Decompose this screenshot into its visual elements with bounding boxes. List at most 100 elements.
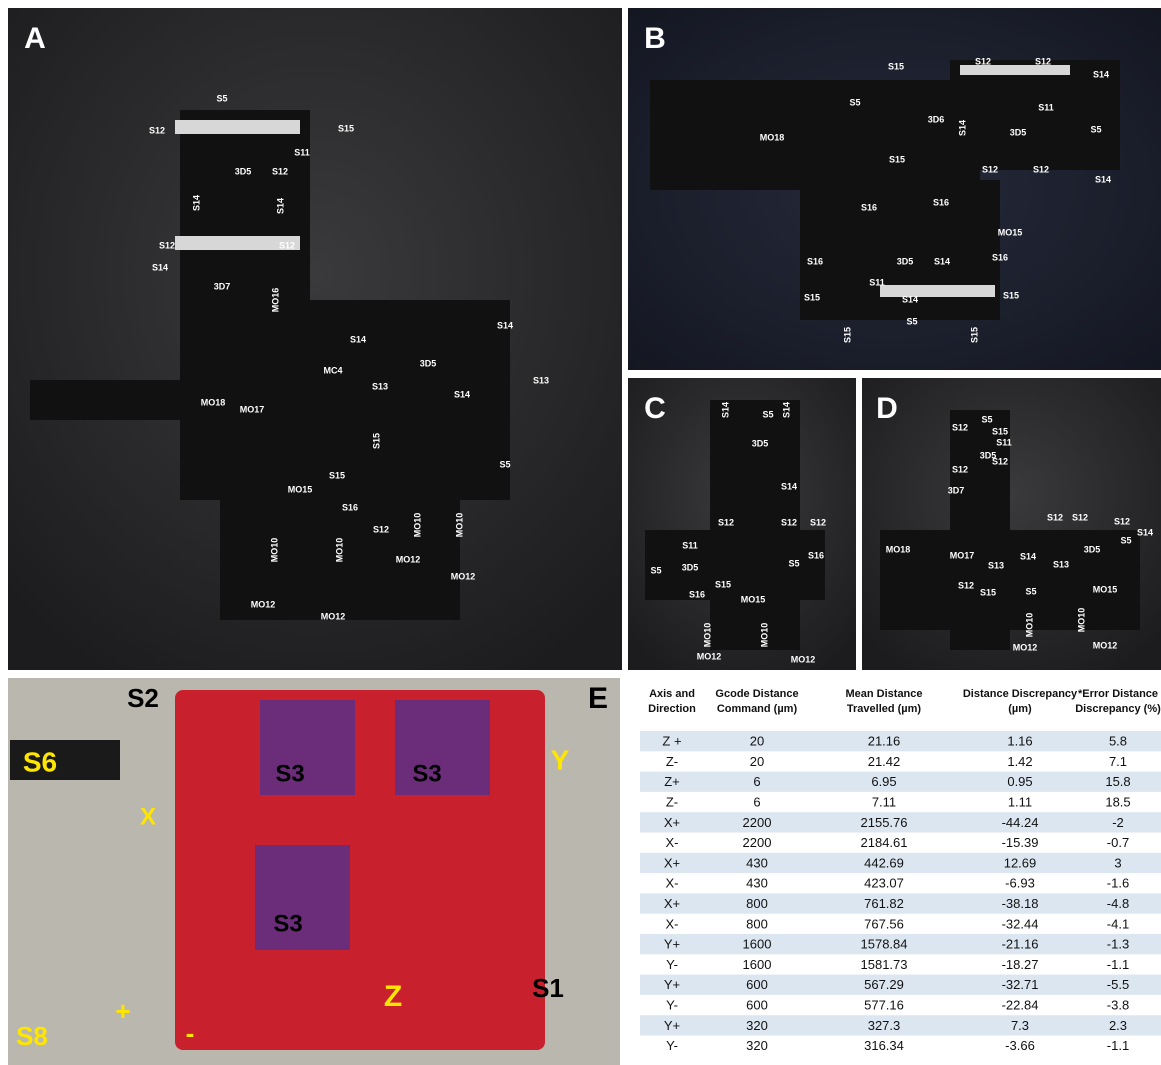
table-cell: X- bbox=[666, 835, 679, 850]
part-label: S12 bbox=[982, 164, 998, 174]
part-label: MO18 bbox=[760, 132, 785, 142]
panel-letter: D bbox=[876, 392, 898, 425]
part-label: 3D5 bbox=[1010, 127, 1027, 137]
table-cell: 761.82 bbox=[864, 896, 904, 911]
part-label: S14 bbox=[497, 320, 513, 330]
table-cell: Y- bbox=[666, 997, 678, 1012]
part-label: S14 bbox=[454, 389, 470, 399]
part-label: S13 bbox=[988, 560, 1004, 570]
table-cell: 6 bbox=[753, 794, 760, 809]
table-cell: Y- bbox=[666, 957, 678, 972]
table-cell: 1600 bbox=[743, 937, 772, 952]
part-label: S5 bbox=[216, 93, 227, 103]
part-label: MO16 bbox=[270, 288, 280, 313]
table-cell: 21.42 bbox=[868, 754, 901, 769]
part-label: S5 bbox=[788, 558, 799, 568]
table-cell: 316.34 bbox=[864, 1038, 904, 1053]
part-label: S15 bbox=[371, 433, 381, 449]
panel-letter: C bbox=[644, 392, 666, 425]
part-label: S14 bbox=[781, 481, 797, 491]
table-cell: -18.27 bbox=[1002, 957, 1039, 972]
table-cell: -0.7 bbox=[1107, 835, 1129, 850]
table-cell: Y+ bbox=[664, 937, 680, 952]
table-cell: 1.11 bbox=[1008, 794, 1032, 809]
table-cell: 800 bbox=[746, 896, 768, 911]
table-cell: 20 bbox=[750, 734, 764, 749]
part-label: S14 bbox=[191, 195, 201, 211]
part-label: S15 bbox=[329, 470, 345, 480]
table-cell: -6.93 bbox=[1005, 876, 1035, 891]
part-label: MO18 bbox=[201, 397, 226, 407]
part-label: MO10 bbox=[1076, 608, 1086, 633]
part-label: S3 bbox=[273, 910, 302, 937]
table-cell: 7.3 bbox=[1011, 1018, 1029, 1033]
part-label: 3D5 bbox=[420, 358, 437, 368]
table-cell: 1578.84 bbox=[861, 937, 908, 952]
part-label: MO12 bbox=[697, 651, 722, 661]
table-cell: -1.1 bbox=[1107, 1038, 1129, 1053]
part-label: S14 bbox=[720, 402, 730, 418]
panel-letter: B bbox=[644, 22, 666, 55]
panel-letter: A bbox=[24, 22, 46, 55]
table-cell: 21.16 bbox=[868, 734, 901, 749]
part-label: + bbox=[115, 996, 130, 1026]
part-label: S15 bbox=[842, 327, 852, 343]
part-label: MO10 bbox=[702, 623, 712, 648]
table-cell: -4.1 bbox=[1107, 916, 1129, 931]
part-label: S16 bbox=[689, 589, 705, 599]
part-label: S15 bbox=[1003, 290, 1019, 300]
table-cell: -38.18 bbox=[1002, 896, 1039, 911]
part-label: 3D5 bbox=[682, 562, 699, 572]
part-label: S14 bbox=[1020, 551, 1036, 561]
part-label: S14 bbox=[934, 256, 950, 266]
part-label: S12 bbox=[159, 240, 175, 250]
driver-chip bbox=[260, 700, 355, 795]
part-label: S11 bbox=[1038, 102, 1054, 112]
table-cell: 2184.61 bbox=[861, 835, 908, 850]
table-cell: -32.71 bbox=[1002, 977, 1039, 992]
table-cell: X- bbox=[666, 916, 679, 931]
table-cell: 0.95 bbox=[1007, 774, 1032, 789]
part-label: S15 bbox=[969, 327, 979, 343]
part-label: MO17 bbox=[950, 550, 975, 560]
table-cell: -5.5 bbox=[1107, 977, 1129, 992]
table-cell: 2200 bbox=[743, 835, 772, 850]
row-band bbox=[640, 731, 1161, 751]
table-cell: 6.95 bbox=[871, 774, 896, 789]
table-cell: -4.8 bbox=[1107, 896, 1129, 911]
part-label: MO10 bbox=[759, 623, 769, 648]
table-cell: 320 bbox=[746, 1038, 768, 1053]
table-cell: 430 bbox=[746, 855, 768, 870]
part-label: S12 bbox=[781, 517, 797, 527]
part-label: S8 bbox=[16, 1021, 48, 1051]
part-label: MO18 bbox=[886, 544, 911, 554]
part-label: MO17 bbox=[240, 404, 265, 414]
part-label: MO15 bbox=[288, 484, 313, 494]
part-label: MO12 bbox=[321, 611, 346, 621]
table-cell: 6 bbox=[753, 774, 760, 789]
part-label: MO12 bbox=[1093, 640, 1118, 650]
table-cell: X+ bbox=[664, 896, 680, 911]
figure: AS5S12S15S113D5S12S14S14S12S12S143D7MO16… bbox=[0, 0, 1161, 1065]
part-label: S16 bbox=[992, 252, 1008, 262]
part-label: - bbox=[186, 1018, 195, 1048]
part-label: S14 bbox=[1137, 527, 1153, 537]
table-cell: 320 bbox=[746, 1018, 768, 1033]
table-cell: -44.24 bbox=[1002, 815, 1039, 830]
table-cell: 12.69 bbox=[1004, 855, 1037, 870]
driver-chip bbox=[395, 700, 490, 795]
part-label: S5 bbox=[499, 459, 510, 469]
part-label: S15 bbox=[888, 61, 904, 71]
part-label: Y bbox=[551, 744, 570, 775]
part-label: S13 bbox=[533, 375, 549, 385]
part-label: S5 bbox=[1025, 586, 1036, 596]
part-label: S16 bbox=[808, 550, 824, 560]
table-cell: Y- bbox=[666, 1038, 678, 1053]
part-label: S12 bbox=[810, 517, 826, 527]
table-cell: 767.56 bbox=[864, 916, 904, 931]
part-label: S15 bbox=[889, 154, 905, 164]
part-label: MO12 bbox=[251, 599, 276, 609]
table-cell: Z + bbox=[662, 734, 681, 749]
part-label: S5 bbox=[981, 414, 992, 424]
part-label: S12 bbox=[1033, 164, 1049, 174]
